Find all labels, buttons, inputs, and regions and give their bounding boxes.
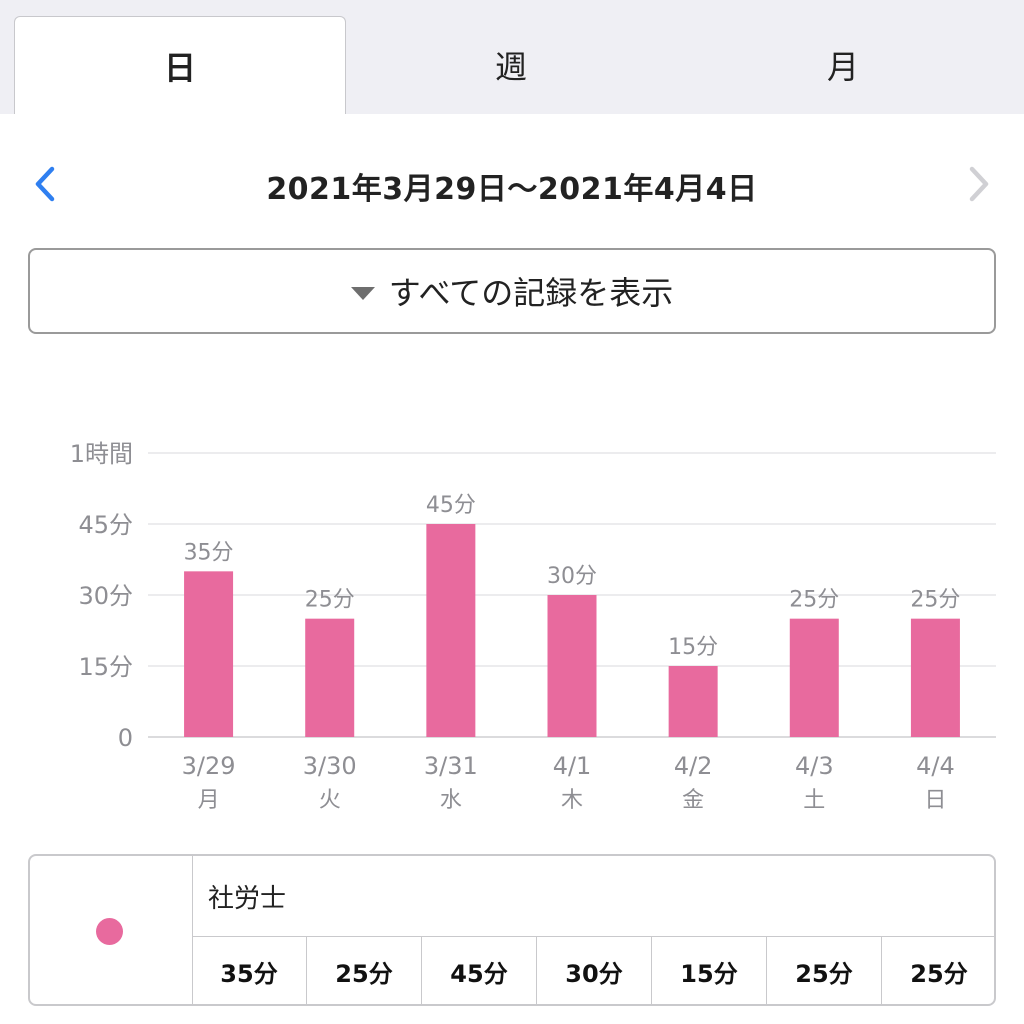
legend-value-cell: 15分 bbox=[651, 937, 766, 1004]
bar-value-label: 15分 bbox=[668, 635, 718, 660]
y-tick-label: 15分 bbox=[78, 653, 133, 681]
tab-week[interactable]: 週 bbox=[494, 48, 527, 86]
legend-value-cell: 45分 bbox=[421, 937, 536, 1004]
bar bbox=[547, 595, 597, 737]
x-tick-label: 4/2 bbox=[674, 752, 713, 780]
x-weekday-label: 火 bbox=[319, 788, 341, 813]
chart-canvas: 0 15分 30分 45分 1時間 35分 3/29 月 25分 3/30 火 45分 3/31 水 30分… bbox=[70, 440, 996, 813]
bar bbox=[184, 571, 234, 737]
legend-subject-name: 社労士 bbox=[208, 884, 287, 914]
bar-value-label: 30分 bbox=[547, 564, 597, 589]
legend-value-cell: 25分 bbox=[766, 937, 881, 1004]
chevron-right-icon bbox=[960, 164, 994, 204]
legend-table: 社労士 35分 25分 45分 30分 15分 25分 25分 bbox=[28, 854, 996, 1006]
x-weekday-label: 土 bbox=[803, 788, 825, 813]
x-weekday-label: 木 bbox=[561, 788, 583, 813]
legend-value-cell: 25分 bbox=[306, 937, 421, 1004]
bar-value-label: 25分 bbox=[789, 588, 839, 613]
tab-month[interactable]: 月 bbox=[826, 48, 859, 86]
bar bbox=[910, 618, 960, 737]
date-navigation: 2021年3月29日〜2021年4月4日 bbox=[0, 150, 1024, 220]
tab-bar: 日 週 月 bbox=[0, 0, 1024, 114]
x-weekday-label: 水 bbox=[440, 788, 462, 813]
x-weekday-label: 金 bbox=[682, 788, 704, 813]
caret-down-icon bbox=[350, 286, 375, 300]
x-tick-label: 3/31 bbox=[424, 752, 478, 780]
date-range-label: 2021年3月29日〜2021年4月4日 bbox=[266, 172, 758, 207]
x-tick-label: 3/30 bbox=[303, 752, 357, 780]
bar-value-label: 25分 bbox=[910, 588, 960, 613]
chevron-left-icon[interactable] bbox=[30, 164, 64, 204]
x-weekday-label: 月 bbox=[198, 788, 220, 813]
study-time-bar-chart: 0 15分 30分 45分 1時間 35分 3/29 月 25分 3/30 火 45分 3/31 水 30分… bbox=[0, 420, 1024, 830]
x-weekday-label: 日 bbox=[924, 788, 946, 813]
y-tick-label: 1時間 bbox=[70, 440, 133, 468]
bar bbox=[426, 524, 476, 737]
legend-color-cell bbox=[30, 856, 193, 1004]
bar-value-label: 25分 bbox=[305, 588, 355, 613]
legend-color-dot bbox=[96, 918, 123, 945]
legend-value-cell: 35分 bbox=[220, 959, 278, 988]
legend-value-cell: 30分 bbox=[536, 937, 651, 1004]
x-tick-label: 3/29 bbox=[182, 752, 236, 780]
y-tick-label: 45分 bbox=[78, 511, 133, 539]
bar-value-label: 35分 bbox=[184, 540, 234, 565]
show-all-records-button[interactable]: すべての記録を表示 bbox=[28, 248, 996, 334]
y-tick-label: 0 bbox=[118, 724, 133, 752]
show-all-records-label: すべての記録を表示 bbox=[388, 274, 674, 312]
legend-value-cell: 25分 bbox=[881, 937, 994, 1004]
bar bbox=[305, 618, 355, 737]
bar bbox=[789, 618, 839, 737]
x-tick-label: 4/1 bbox=[553, 752, 592, 780]
bar-value-label: 45分 bbox=[426, 493, 476, 518]
y-tick-label: 30分 bbox=[78, 582, 133, 610]
legend-values-row: 35分 25分 45分 30分 15分 25分 25分 bbox=[192, 936, 994, 1004]
x-tick-label: 4/3 bbox=[795, 752, 834, 780]
bar bbox=[668, 666, 718, 737]
x-tick-label: 4/4 bbox=[916, 752, 955, 780]
tab-day[interactable]: 日 bbox=[14, 16, 346, 114]
